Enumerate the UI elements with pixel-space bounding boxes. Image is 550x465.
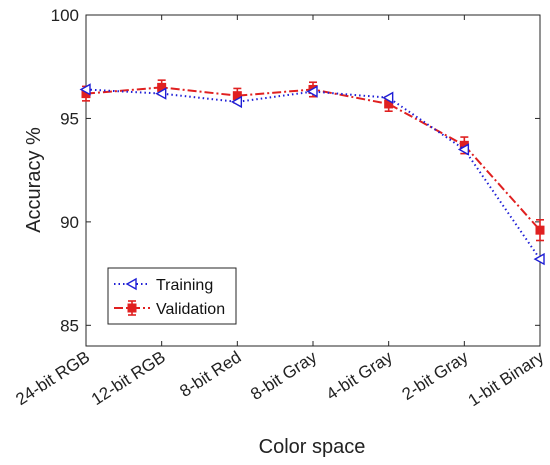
- series-line-validation: [85, 86, 541, 231]
- data-point-training: [382, 91, 394, 104]
- data-point-training: [306, 85, 318, 98]
- series-line-training: [85, 88, 541, 260]
- y-tick-label: 95: [60, 109, 79, 128]
- y-tick-label: 90: [60, 213, 79, 232]
- legend-label-validation: Validation: [156, 301, 225, 318]
- data-point-training: [230, 95, 243, 109]
- x-tick-label: 8-bit Red: [176, 347, 244, 401]
- plot-series: [79, 79, 545, 266]
- series-validation: [81, 79, 545, 242]
- data-point-training: [457, 143, 470, 156]
- data-point-validation: [535, 225, 545, 235]
- x-tick-label: 4-bit Gray: [323, 347, 396, 404]
- data-point-training: [155, 87, 167, 100]
- x-tick-label: 12-bit RGB: [88, 347, 169, 409]
- x-tick-label: 1-bit Binary: [465, 347, 548, 410]
- data-point-training: [125, 277, 137, 291]
- x-axis-title: Color space: [259, 436, 366, 458]
- legend-label-training: Training: [156, 277, 213, 294]
- y-tick-label: 100: [51, 6, 79, 25]
- data-point-training: [533, 252, 545, 266]
- data-point-validation: [127, 303, 137, 313]
- x-tick-label: 2-bit Gray: [399, 347, 472, 404]
- legend: Training Validation: [107, 267, 237, 325]
- y-tick-label: 85: [60, 316, 79, 335]
- series-training: [79, 83, 545, 266]
- data-point-training: [79, 83, 91, 96]
- x-tick-label: 24-bit RGB: [12, 347, 93, 409]
- x-tick-label: 8-bit Gray: [247, 347, 320, 404]
- y-axis-title: Accuracy %: [23, 127, 45, 233]
